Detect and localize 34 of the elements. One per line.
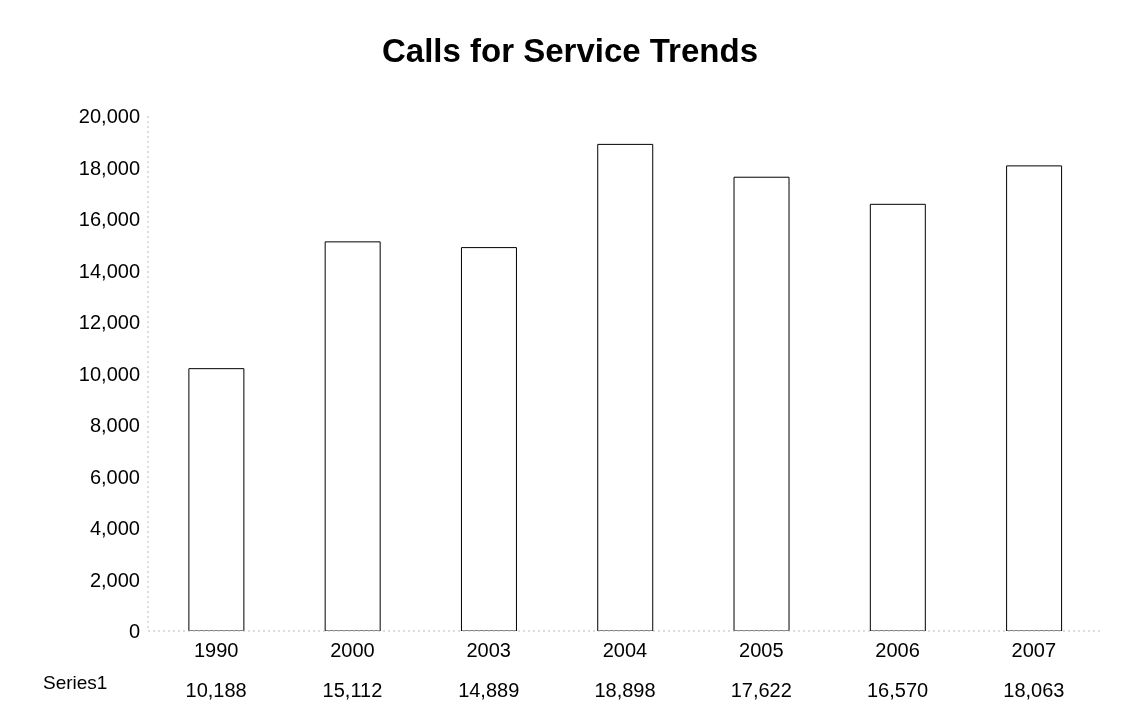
bar xyxy=(869,203,926,631)
x-tick-label: 2000 xyxy=(330,639,375,661)
bar xyxy=(1006,165,1063,631)
data-label: 15,112 xyxy=(322,679,383,701)
y-tick-label: 8,000 xyxy=(89,414,140,437)
bar xyxy=(460,247,517,631)
data-label: 16,570 xyxy=(866,679,929,701)
x-tick-label: 2004 xyxy=(602,639,648,661)
y-tick-label: 4,000 xyxy=(89,517,140,540)
data-label: 17,622 xyxy=(730,679,792,701)
chart-title: Calls for Service Trends xyxy=(381,32,759,70)
text: Series1 xyxy=(43,672,108,693)
y-tick-label: 16,000 xyxy=(78,208,140,231)
y-tick-label: 20,000 xyxy=(78,105,140,128)
y-tick-label: 18,000 xyxy=(78,156,140,179)
bar xyxy=(733,176,790,631)
y-tick-label: 12,000 xyxy=(78,311,140,334)
x-tick-label: 2005 xyxy=(739,639,784,661)
y-tick-label: 2,000 xyxy=(89,568,140,591)
y-tick-label: 0 xyxy=(128,620,140,643)
x-tick-label: 2003 xyxy=(466,639,511,661)
data-label: 14,889 xyxy=(458,679,520,701)
data-label: 10,188 xyxy=(185,679,247,701)
data-label: 18,898 xyxy=(594,679,656,701)
bar xyxy=(597,143,654,631)
bar xyxy=(324,241,381,631)
y-tick-label: 14,000 xyxy=(78,259,140,282)
y-tick-label: 6,000 xyxy=(89,465,140,488)
x-tick-label: 2007 xyxy=(1011,639,1057,661)
y-tick-label: 10,000 xyxy=(78,362,140,385)
bar xyxy=(188,368,245,631)
data-label: 18,063 xyxy=(1003,679,1065,701)
x-tick-label: 2006 xyxy=(875,639,920,661)
x-tick-label: 1990 xyxy=(193,639,239,661)
